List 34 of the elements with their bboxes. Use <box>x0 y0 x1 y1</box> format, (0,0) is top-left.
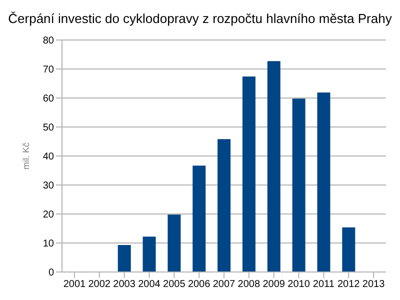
x-tick-label: 2009 <box>262 279 286 290</box>
x-tick-label: 2010 <box>288 279 310 290</box>
y-tick-label: 10 <box>42 238 54 250</box>
bar <box>218 139 231 272</box>
x-tick-label: 2005 <box>163 279 186 290</box>
bar <box>242 76 256 272</box>
x-tick-label: 2002 <box>88 279 111 290</box>
y-tick-label: 70 <box>42 64 54 76</box>
x-tick-label: 2011 <box>312 279 335 290</box>
x-tick-label: 2007 <box>212 279 236 290</box>
bar <box>142 236 156 272</box>
chart-title: Čerpání investic do cyklodopravy z rozpočtu hlavního města Prahy <box>8 10 392 28</box>
y-axis-title: mil. Kč <box>21 142 32 170</box>
x-tick-label: 2004 <box>138 279 161 290</box>
bar <box>317 92 330 272</box>
x-tick-label: 2003 <box>113 279 136 290</box>
x-tick-label: 2008 <box>238 279 260 290</box>
y-tick-label: 0 <box>48 268 54 279</box>
y-tick-label: 50 <box>42 122 54 134</box>
y-tick-label: 60 <box>42 94 54 105</box>
x-tick-label: 2006 <box>188 279 211 290</box>
x-tick-label: 2013 <box>362 279 386 290</box>
bar <box>192 166 206 272</box>
bar <box>267 61 280 272</box>
x-tick-label: 2012 <box>337 279 360 290</box>
bar <box>168 214 181 272</box>
y-tick-label: 80 <box>42 36 54 47</box>
bar <box>292 98 306 272</box>
bar <box>118 245 131 272</box>
y-tick-label: 30 <box>42 180 54 192</box>
x-tick-label: 2001 <box>63 279 86 290</box>
y-tick-label: 20 <box>42 210 54 221</box>
bar <box>342 227 356 272</box>
y-tick-label: 40 <box>42 152 54 163</box>
